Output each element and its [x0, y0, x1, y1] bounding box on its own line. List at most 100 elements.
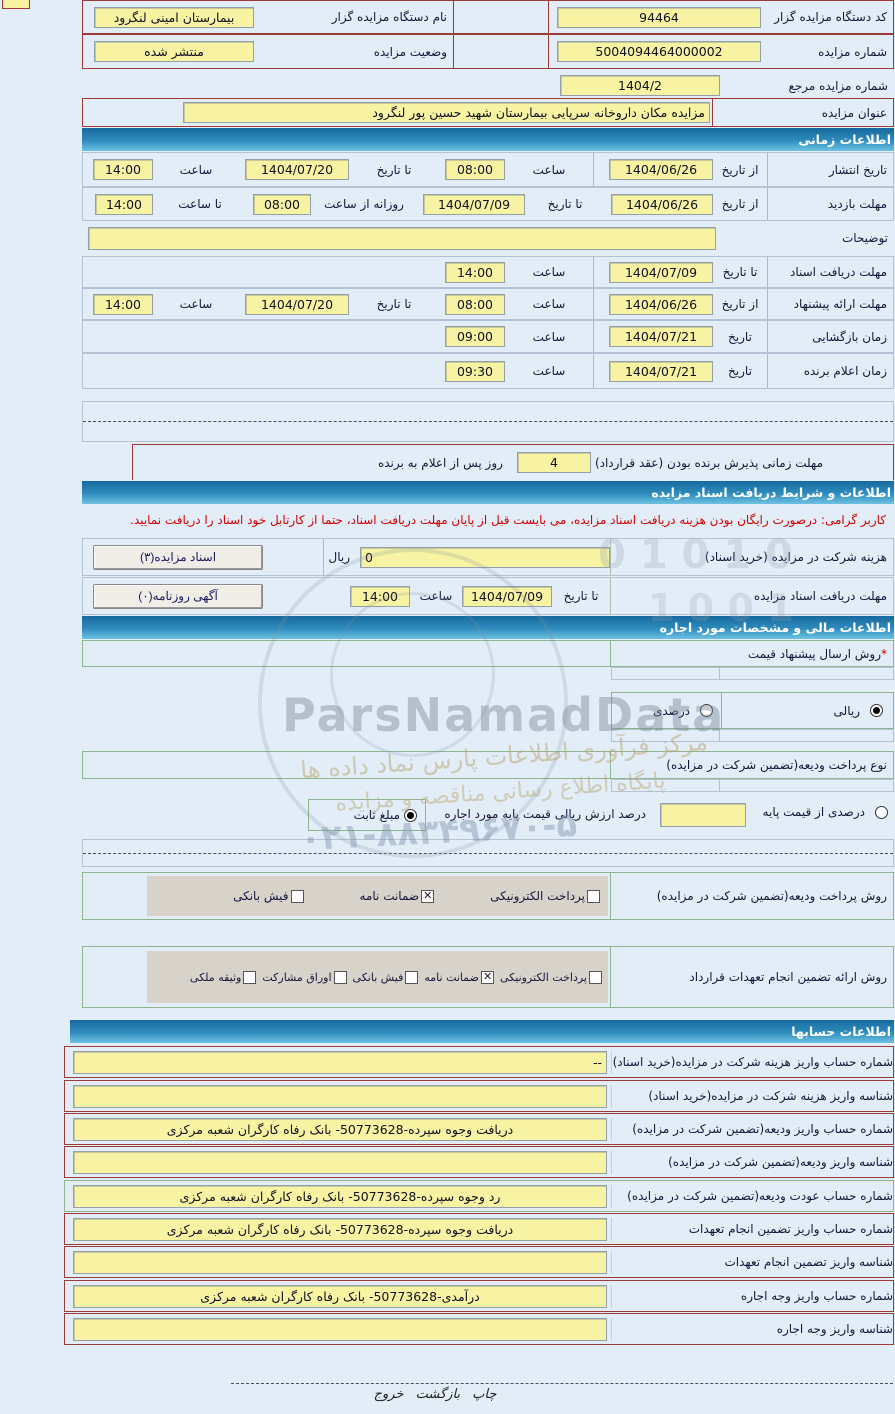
- deposit-option-guarantee-letter[interactable]: ضمانت نامه: [360, 889, 435, 903]
- deposit-option-electronic[interactable]: پرداخت الکترونیکی: [490, 889, 600, 903]
- title-label: عنوان مزایده: [712, 99, 893, 126]
- opening-hour[interactable]: 09:00: [445, 326, 505, 347]
- deposit-option-bank-receipt[interactable]: فیش بانکی: [233, 889, 304, 903]
- price-type-percent-option[interactable]: درصدی: [612, 693, 721, 728]
- bank-receipt-checkbox[interactable]: [290, 889, 304, 903]
- percent-label: درصدی: [652, 703, 690, 718]
- winner-date[interactable]: 1404/07/21: [609, 360, 713, 382]
- row-deposit-type: نوع پرداخت ودیعه(تضمین شرکت در مزایده): [82, 751, 894, 779]
- base-percent-radio[interactable]: [875, 805, 888, 819]
- guarantee-option-electronic[interactable]: پرداخت الکترونیکی: [500, 970, 602, 984]
- reference-field[interactable]: 1404/2: [560, 75, 720, 96]
- account-field[interactable]: درآمدی-50773628- بانک رفاه کارگران شعبه …: [73, 1284, 607, 1308]
- doc-deadline-date[interactable]: 1404/07/09: [609, 261, 713, 283]
- guarantee-option-property-collateral[interactable]: وثیقه ملکی: [190, 970, 257, 984]
- publish-label: تاریخ انتشار: [767, 153, 893, 186]
- offer-to-date[interactable]: 1404/07/20: [245, 293, 349, 315]
- publish-from-hour[interactable]: 08:00: [445, 159, 505, 180]
- opening-date[interactable]: 1404/07/21: [609, 326, 713, 347]
- bank-receipt-checkbox[interactable]: [405, 970, 419, 984]
- agency-code-label: کد دستگاه مزایده گزار: [774, 10, 887, 24]
- section-header-financial: اطلاعات مالی و مشخصات مورد اجاره: [82, 616, 894, 639]
- publish-from-date[interactable]: 1404/06/26: [609, 159, 713, 180]
- participation-bonds-checkbox[interactable]: [333, 970, 347, 984]
- account-field[interactable]: [73, 1317, 607, 1341]
- checkbox-label: فیش بانکی: [233, 889, 289, 903]
- separator-box: [82, 839, 894, 867]
- auction-number-field[interactable]: 5004094464000002: [557, 41, 761, 62]
- status-field[interactable]: منتشر شده: [94, 41, 254, 62]
- dashed-divider: [83, 421, 893, 422]
- row-price-type-radios: ریالی درصدی: [611, 692, 894, 729]
- guarantee-option-participation-bonds[interactable]: اوراق مشارکت: [262, 970, 347, 984]
- row-publish-date: تاریخ انتشار از تاریخ 1404/06/26 ساعت 08…: [82, 152, 894, 187]
- winner-hour[interactable]: 09:30: [445, 360, 505, 382]
- account-field[interactable]: --: [73, 1050, 607, 1074]
- guarantee-letter-checkbox[interactable]: [421, 889, 435, 903]
- dashed-divider: [83, 852, 893, 854]
- visit-to-date[interactable]: 1404/07/09: [423, 193, 525, 215]
- account-field[interactable]: دریافت وجوه سپرده-50773628- بانک رفاه کا…: [73, 1217, 607, 1241]
- percent-radio[interactable]: [700, 704, 713, 717]
- docs-deadline-hour[interactable]: 14:00: [350, 585, 410, 607]
- guarantee-option-bank-receipt[interactable]: فیش بانکی: [353, 970, 419, 984]
- fee-field[interactable]: 0: [360, 546, 610, 568]
- doc-deadline-hour[interactable]: 14:00: [445, 261, 505, 283]
- offer-to-hour[interactable]: 14:00: [93, 293, 153, 315]
- visit-from-date[interactable]: 1404/06/26: [611, 193, 713, 215]
- property-collateral-checkbox[interactable]: [243, 970, 257, 984]
- account-field[interactable]: [73, 1084, 607, 1108]
- hour-label: ساعت: [532, 265, 566, 279]
- checkbox-label: ضمانت نامه: [424, 970, 479, 984]
- guarantee-letter-checkbox[interactable]: [481, 970, 494, 984]
- electronic-payment-checkbox[interactable]: [589, 970, 602, 984]
- publish-to-date[interactable]: 1404/07/20: [245, 159, 349, 180]
- row-agency: کد دستگاه مزایده گزار 94464 نام دستگاه م…: [82, 0, 894, 34]
- to-date-label: تا تاریخ: [376, 162, 412, 177]
- agency-code-field[interactable]: 94464: [557, 6, 761, 28]
- offer-from-date[interactable]: 1404/06/26: [609, 293, 713, 315]
- notes-field[interactable]: [88, 226, 716, 250]
- hour-label: ساعت: [419, 589, 453, 603]
- row-reference: شماره مزایده مرجع 1404/2: [82, 73, 894, 98]
- agency-name-field[interactable]: بیمارستان امینی لنگرود: [94, 6, 254, 28]
- account-field[interactable]: [73, 1150, 607, 1174]
- auction-documents-button[interactable]: اسناد مزایده(۳): [93, 544, 263, 570]
- base-price-fixed-option[interactable]: مبلغ ثابت: [308, 799, 426, 831]
- offer-label: مهلت ارائه پیشنهاد: [767, 289, 893, 319]
- rial-label: ریالی: [833, 703, 860, 718]
- rial-radio[interactable]: [870, 704, 883, 717]
- docs-warning-text: کاربر گرامی: درصورت رایگان بودن هزینه در…: [130, 513, 886, 527]
- title-field[interactable]: مزایده مکان داروخانه سرپایی بیمارستان شه…: [183, 102, 710, 123]
- fixed-amount-radio[interactable]: [404, 808, 417, 822]
- percent-value-field[interactable]: [660, 803, 746, 827]
- print-link[interactable]: چاپ: [472, 1387, 497, 1402]
- price-type-rial-option[interactable]: ریالی: [721, 693, 893, 728]
- visit-daily-from[interactable]: 08:00: [253, 193, 311, 215]
- exit-link[interactable]: خروج: [373, 1387, 404, 1402]
- hour-label: ساعت: [532, 162, 566, 177]
- account-label: شماره حساب واریز وجه اجاره: [740, 1289, 893, 1303]
- guarantee-option-guarantee-letter[interactable]: ضمانت نامه: [424, 970, 494, 984]
- visit-daily-to[interactable]: 14:00: [95, 193, 153, 215]
- spacer-cell: [611, 779, 894, 792]
- acceptance-days-field[interactable]: 4: [516, 452, 591, 473]
- electronic-payment-checkbox[interactable]: [587, 889, 600, 903]
- newspaper-ad-button[interactable]: آگهی روزنامه(۰): [93, 583, 263, 609]
- row-participation-fee: هزینه شرکت در مزایده (خرید اسناد) 0 ریال…: [82, 538, 894, 576]
- docs-deadline-date[interactable]: 1404/07/09: [462, 585, 552, 607]
- account-field[interactable]: رد وجوه سپرده-50773628- بانک رفاه کارگرا…: [73, 1184, 607, 1208]
- offer-from-hour[interactable]: 08:00: [445, 293, 505, 315]
- back-link[interactable]: بازگشت: [415, 1387, 461, 1402]
- base-price-percent-option[interactable]: درصدی از قیمت پایه: [759, 805, 888, 819]
- opening-label: زمان بازگشایی: [767, 321, 893, 352]
- row-visit-deadline: مهلت بازدید از تاریخ 1404/06/26 تا تاریخ…: [82, 187, 894, 221]
- percent-value-label: درصد ارزش ریالی قیمت پایه مورد اجاره: [444, 807, 646, 821]
- account-field[interactable]: [73, 1250, 607, 1274]
- account-field[interactable]: دریافت وجوه سپرده-50773628- بانک رفاه کا…: [73, 1117, 607, 1141]
- to-date-label: تا تاریخ: [722, 265, 758, 279]
- publish-to-hour[interactable]: 14:00: [93, 159, 153, 180]
- hour-label: ساعت: [179, 297, 213, 311]
- acceptance-suffix: روز پس از اعلام به برنده: [377, 455, 503, 470]
- acceptance-label: مهلت زمانی پذیرش برنده بودن (عقد قرارداد…: [594, 455, 823, 470]
